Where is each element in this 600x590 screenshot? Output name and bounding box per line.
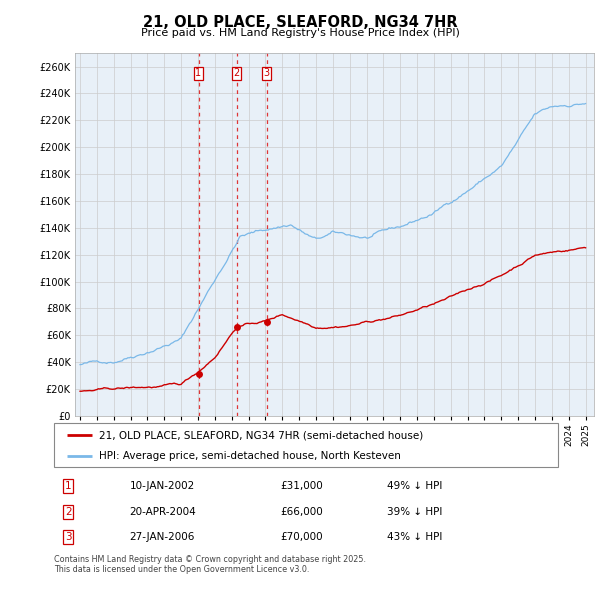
Text: £66,000: £66,000 <box>281 507 323 517</box>
Text: £70,000: £70,000 <box>281 532 323 542</box>
Text: 2: 2 <box>65 507 71 517</box>
FancyBboxPatch shape <box>54 423 558 467</box>
Text: 49% ↓ HPI: 49% ↓ HPI <box>386 481 442 491</box>
Text: 20-APR-2004: 20-APR-2004 <box>130 507 196 517</box>
Text: 39% ↓ HPI: 39% ↓ HPI <box>386 507 442 517</box>
Text: 1: 1 <box>196 68 202 78</box>
Text: 2: 2 <box>233 68 240 78</box>
Text: Price paid vs. HM Land Registry's House Price Index (HPI): Price paid vs. HM Land Registry's House … <box>140 28 460 38</box>
Text: Contains HM Land Registry data © Crown copyright and database right 2025.
This d: Contains HM Land Registry data © Crown c… <box>54 555 366 574</box>
Text: 10-JAN-2002: 10-JAN-2002 <box>130 481 195 491</box>
Text: 43% ↓ HPI: 43% ↓ HPI <box>386 532 442 542</box>
Text: 1: 1 <box>65 481 71 491</box>
Text: 3: 3 <box>65 532 71 542</box>
Text: £31,000: £31,000 <box>281 481 323 491</box>
Text: 21, OLD PLACE, SLEAFORD, NG34 7HR: 21, OLD PLACE, SLEAFORD, NG34 7HR <box>143 15 457 30</box>
Text: HPI: Average price, semi-detached house, North Kesteven: HPI: Average price, semi-detached house,… <box>100 451 401 461</box>
Text: 27-JAN-2006: 27-JAN-2006 <box>130 532 195 542</box>
Text: 3: 3 <box>263 68 269 78</box>
Text: 21, OLD PLACE, SLEAFORD, NG34 7HR (semi-detached house): 21, OLD PLACE, SLEAFORD, NG34 7HR (semi-… <box>100 431 424 440</box>
